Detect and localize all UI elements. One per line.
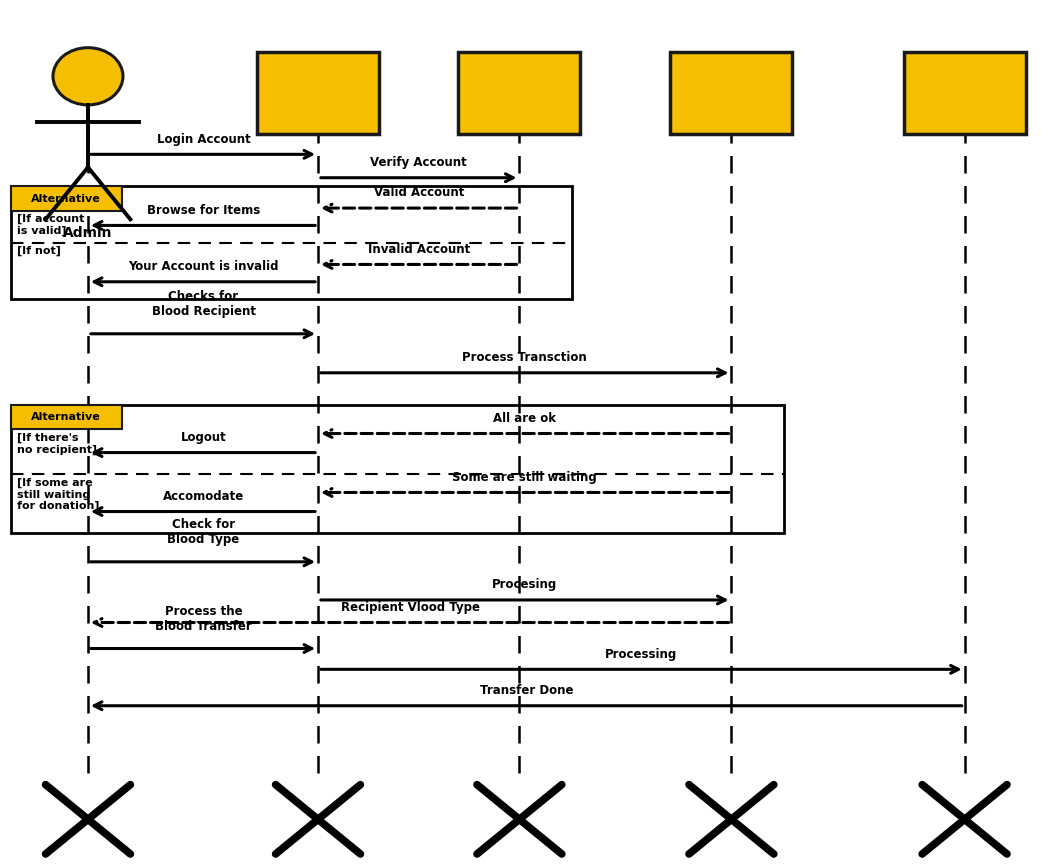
Text: Valid Account: Valid Account (373, 186, 464, 199)
Text: Checks for
Blood Recipient: Checks for Blood Recipient (152, 290, 255, 318)
Bar (11, 405, 784, 533)
Text: Invalid Account: Invalid Account (368, 243, 470, 256)
Text: Alternative: Alternative (32, 193, 101, 204)
Circle shape (53, 48, 123, 105)
Text: Some are still waiting: Some are still waiting (453, 471, 597, 484)
Bar (11, 186, 122, 211)
Text: Blood
Database: Blood Database (928, 78, 1002, 108)
Text: All are ok: All are ok (493, 412, 556, 425)
Text: [If some are
still waiting
for donation]: [If some are still waiting for donation] (17, 478, 100, 512)
Text: Processing: Processing (605, 648, 677, 661)
Text: Process Transction: Process Transction (462, 351, 587, 364)
Text: Alternative: Alternative (32, 412, 101, 422)
Text: Accomodate: Accomodate (163, 490, 244, 503)
Text: Verify Account: Verify Account (370, 156, 467, 169)
Text: Check for
Blood Type: Check for Blood Type (167, 518, 240, 546)
Text: Transfer Done: Transfer Done (480, 684, 573, 697)
Text: Login Account: Login Account (157, 133, 250, 146)
Text: Process the
Blood Transfer: Process the Blood Transfer (155, 605, 252, 633)
Bar (258, 52, 379, 134)
Text: Recipient Vlood Type: Recipient Vlood Type (340, 601, 480, 614)
Text: Admin: Admin (64, 226, 112, 240)
Text: Recipient
Database: Recipient Database (694, 78, 768, 108)
Text: Your Account is invalid: Your Account is invalid (128, 260, 279, 273)
Text: Browse for Items: Browse for Items (147, 204, 260, 217)
Bar (670, 52, 792, 134)
Text: [If not]: [If not] (17, 246, 60, 257)
Bar (458, 52, 581, 134)
Text: [If account
is valid]: [If account is valid] (17, 214, 85, 237)
Bar (11, 186, 572, 299)
Text: Logout: Logout (180, 431, 227, 444)
Text: [If there's
no recipient]: [If there's no recipient] (17, 433, 98, 455)
Bar (11, 405, 122, 429)
Text: Server: Server (494, 86, 545, 101)
Bar (904, 52, 1026, 134)
Text: Procesing: Procesing (492, 578, 558, 591)
Text: Blood Bank
System: Blood Bank System (273, 78, 363, 108)
